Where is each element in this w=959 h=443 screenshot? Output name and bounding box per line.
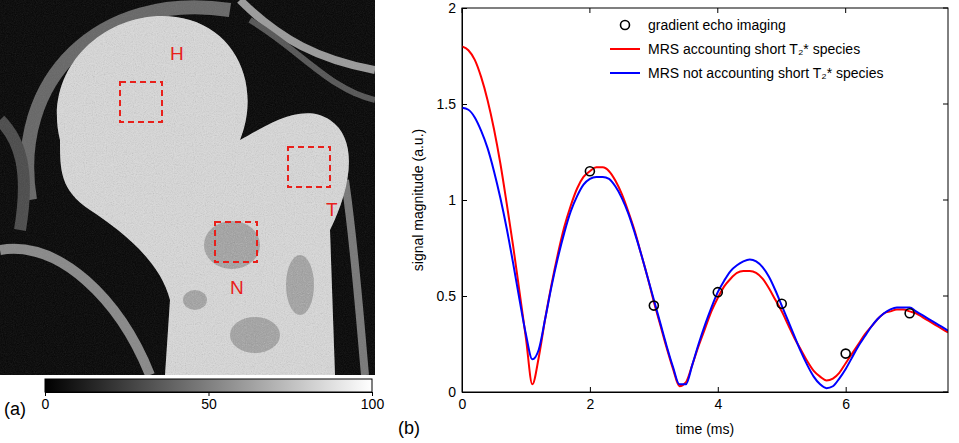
region-label: T bbox=[326, 199, 338, 220]
plot-marks bbox=[462, 46, 948, 388]
legend-line bbox=[610, 72, 640, 74]
legend-entry: MRS accounting short T₂* species bbox=[610, 41, 860, 57]
panel-label: (b) bbox=[398, 418, 420, 438]
tick: 50 bbox=[201, 392, 217, 412]
data-line bbox=[462, 108, 948, 388]
tick: 4 bbox=[714, 387, 722, 412]
tick-mark bbox=[845, 8, 846, 13]
bone-noise bbox=[0, 0, 375, 375]
tick-label: 0 bbox=[448, 384, 456, 400]
tick-label: 0 bbox=[459, 396, 467, 412]
tick-mark bbox=[943, 296, 948, 297]
panel-label: (a) bbox=[4, 399, 26, 419]
tick: 2 bbox=[586, 387, 594, 412]
tick: 100 bbox=[361, 392, 385, 412]
data-line bbox=[462, 46, 948, 386]
data-point bbox=[649, 301, 658, 310]
tick-mark bbox=[590, 387, 591, 392]
data-point bbox=[777, 299, 786, 308]
data-point bbox=[841, 349, 850, 358]
colorbar bbox=[45, 379, 372, 392]
x-axis: 0 2 4 6 bbox=[459, 387, 949, 412]
legend-label: MRS accounting short T₂* species bbox=[648, 41, 860, 57]
tick-label: 4 bbox=[714, 396, 722, 412]
tick: 1 bbox=[448, 192, 467, 208]
tick: 0 bbox=[42, 392, 50, 412]
tick-mark bbox=[462, 296, 467, 297]
region-label: N bbox=[230, 277, 244, 298]
panel-a: H T N 0 50 100 (a) bbox=[0, 0, 384, 419]
x-axis-title: time (ms) bbox=[676, 421, 734, 437]
legend-line bbox=[610, 48, 640, 50]
region-box bbox=[215, 222, 257, 262]
plot-frame bbox=[462, 8, 948, 392]
tick-label: 1.5 bbox=[437, 96, 457, 112]
tick-mark bbox=[943, 200, 948, 201]
tick-label: 1 bbox=[448, 192, 456, 208]
legend-label: MRS not accounting short T₂* species bbox=[648, 65, 884, 81]
legend-label: gradient echo imaging bbox=[648, 17, 786, 33]
figure: H T N 0 50 100 (a) 0 2 4 6 0 0.5 1 1.5 2 gradient echo i… bbox=[0, 0, 959, 443]
tick-mark bbox=[846, 387, 847, 392]
image-background bbox=[0, 0, 375, 375]
tick-label: 6 bbox=[842, 396, 850, 412]
panel-b: 0 2 4 6 0 0.5 1 1.5 2 gradient echo imaging MRS ac… bbox=[398, 0, 949, 438]
mri-image bbox=[0, 0, 375, 375]
legend-entry: gradient echo imaging bbox=[621, 17, 786, 33]
tick-label: 50 bbox=[201, 396, 217, 412]
y-axis-title: signal magnitude (a.u.) bbox=[410, 129, 426, 271]
legend-entry: MRS not accounting short T₂* species bbox=[610, 65, 884, 81]
data-point bbox=[585, 167, 594, 176]
region-box bbox=[288, 147, 330, 187]
tick-mark bbox=[589, 8, 590, 13]
data-point bbox=[905, 309, 914, 318]
tick: 6 bbox=[842, 387, 850, 412]
region-label: H bbox=[170, 43, 184, 64]
tick-label: 2 bbox=[586, 396, 594, 412]
tick-label: 2 bbox=[448, 0, 456, 16]
region-box bbox=[120, 82, 162, 122]
legend-marker bbox=[621, 21, 630, 30]
tick-label: 0 bbox=[42, 396, 50, 412]
image-noise bbox=[0, 0, 375, 375]
tick-mark bbox=[462, 104, 467, 105]
tick-label: 0.5 bbox=[437, 288, 457, 304]
tick-mark bbox=[462, 200, 467, 201]
data-point bbox=[713, 288, 722, 297]
tick-mark bbox=[717, 8, 718, 13]
plot-background bbox=[462, 8, 948, 392]
legend: gradient echo imaging MRS accounting shor… bbox=[610, 17, 884, 81]
tick-label: 100 bbox=[361, 396, 385, 412]
tick-mark bbox=[943, 104, 948, 105]
tick-mark bbox=[718, 387, 719, 392]
colorbar-axis: 0 50 100 bbox=[42, 392, 385, 412]
